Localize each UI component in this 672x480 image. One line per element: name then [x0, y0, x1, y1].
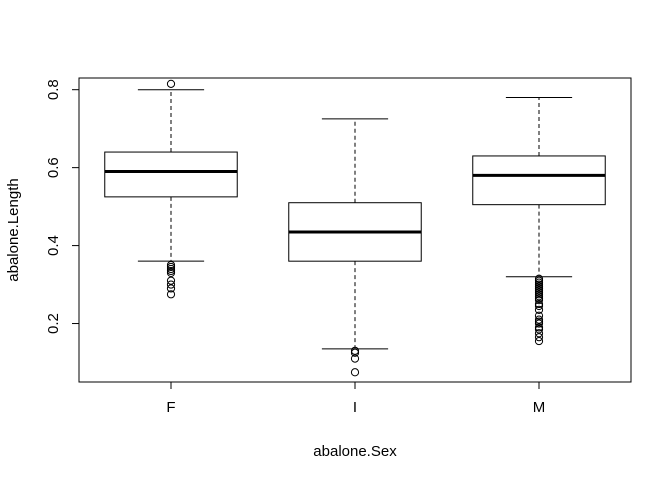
y-tick-label: 0.4: [45, 235, 62, 256]
box-group-M: [472, 96, 606, 346]
y-axis: 0.2 0.4 0.6 0.8: [45, 79, 80, 334]
y-tick-label: 0.6: [45, 157, 62, 178]
outlier-point: [350, 354, 360, 363]
outlier-point: [534, 296, 544, 305]
outlier-point: [166, 276, 176, 285]
y-tick-label: 0.8: [45, 79, 62, 100]
outlier-point: [166, 268, 176, 277]
box-group-F: [104, 79, 238, 299]
outlier-point: [534, 319, 544, 328]
x-tick-label-F: F: [166, 399, 175, 416]
outlier-point: [166, 280, 176, 289]
outlier-point: [534, 333, 544, 342]
box-group-I: [288, 118, 422, 377]
x-axis-title: abalone.Sex: [313, 443, 397, 460]
outlier-point: [534, 325, 544, 334]
outlier-point: [534, 336, 544, 346]
outlier-point: [166, 290, 176, 299]
x-tick-label-I: I: [353, 399, 357, 416]
y-axis-title: abalone.Length: [5, 178, 22, 281]
boxes-layer: [104, 79, 606, 377]
x-tick-label-M: M: [533, 399, 546, 416]
outlier-point: [350, 368, 360, 377]
outlier-point: [534, 301, 544, 311]
outlier-point: [166, 284, 176, 293]
iqr-box: [472, 155, 606, 206]
outlier-point: [534, 305, 544, 314]
iqr-box: [104, 151, 238, 198]
outlier-point: [534, 311, 544, 320]
outlier-point: [166, 79, 176, 88]
y-tick-label: 0.2: [45, 313, 62, 334]
outlier-point: [350, 348, 360, 357]
outlier-point: [534, 329, 544, 338]
